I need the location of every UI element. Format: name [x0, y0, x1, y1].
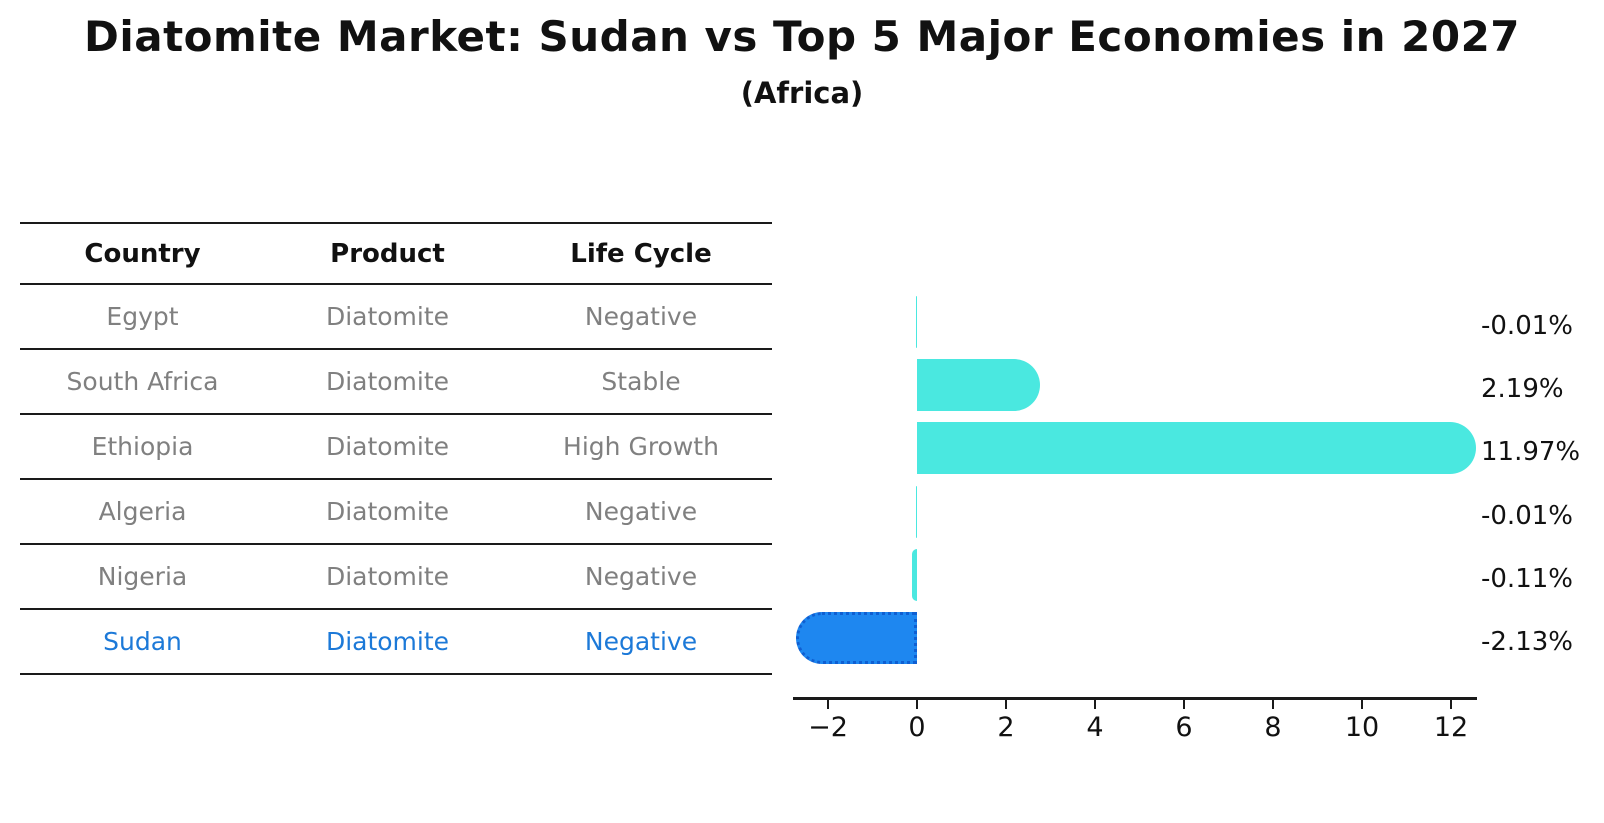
- value-label-south-africa: 2.19%: [1481, 374, 1564, 405]
- cell-country: South Africa: [66, 367, 219, 396]
- cell-country: Egypt: [106, 302, 179, 331]
- bar-egypt: [915, 296, 917, 348]
- page-title: Diatomite Market: Sudan vs Top 5 Major E…: [83, 12, 1521, 61]
- cell-country: Nigeria: [97, 562, 188, 591]
- column-header-product: Product: [330, 238, 445, 269]
- x-tick-label: 0: [908, 712, 926, 743]
- cell-product: Diatomite: [325, 627, 450, 656]
- cell-country: Ethiopia: [91, 432, 194, 461]
- column-header-country: Country: [84, 238, 201, 269]
- x-tick-label: 6: [1175, 712, 1193, 743]
- cell-product: Diatomite: [325, 432, 450, 461]
- x-tick-mark: [1272, 700, 1274, 709]
- bar-sudan: [796, 612, 917, 664]
- value-label-algeria: -0.01%: [1481, 500, 1573, 531]
- cell-life-cycle: Negative: [584, 562, 698, 591]
- table-row-egypt: Egypt Diatomite Negative: [20, 285, 772, 350]
- x-tick-label: 2: [997, 712, 1015, 743]
- x-tick-label: 10: [1344, 712, 1380, 743]
- cell-country: Algeria: [98, 497, 187, 526]
- table-row-sudan: Sudan Diatomite Negative: [20, 610, 772, 675]
- cell-country: Sudan: [103, 627, 182, 656]
- x-tick-mark: [916, 700, 918, 709]
- table-row-algeria: Algeria Diatomite Negative: [20, 480, 772, 545]
- table-row-ethiopia: Ethiopia Diatomite High Growth: [20, 415, 772, 480]
- value-label-ethiopia: 11.97%: [1481, 437, 1581, 468]
- x-tick-mark: [1450, 700, 1452, 709]
- cell-life-cycle: Negative: [584, 302, 698, 331]
- cell-life-cycle: Negative: [584, 627, 698, 656]
- column-header-life-cycle: Life Cycle: [570, 238, 712, 269]
- page-subtitle: (Africa): [740, 76, 864, 110]
- cell-product: Diatomite: [325, 497, 450, 526]
- data-table: Country Product Life Cycle Egypt Diatomi…: [20, 222, 772, 675]
- x-tick-label: −2: [808, 712, 848, 743]
- bar-chart: -0.01% 2.19% 11.97% -0.01% -0.11% -2.13%…: [793, 270, 1604, 760]
- table-header-row: Country Product Life Cycle: [20, 224, 772, 285]
- x-tick-mark: [1005, 700, 1007, 709]
- value-label-sudan: -2.13%: [1481, 627, 1573, 657]
- table-row-nigeria: Nigeria Diatomite Negative: [20, 545, 772, 610]
- x-tick-mark: [1094, 700, 1096, 709]
- cell-life-cycle: Negative: [584, 497, 698, 526]
- cell-life-cycle: High Growth: [563, 432, 719, 461]
- bar-nigeria: [912, 548, 917, 601]
- table-row-south-africa: South Africa Diatomite Stable: [20, 350, 772, 415]
- x-tick-mark: [1361, 700, 1363, 709]
- cell-product: Diatomite: [325, 302, 450, 331]
- x-tick-label: 12: [1433, 712, 1469, 743]
- value-label-egypt: -0.01%: [1481, 311, 1573, 341]
- x-tick-mark: [1183, 700, 1185, 709]
- x-tick-mark: [827, 700, 829, 709]
- cell-product: Diatomite: [325, 562, 450, 591]
- x-tick-label: 4: [1086, 712, 1104, 743]
- bar-algeria: [915, 485, 917, 538]
- value-label-nigeria: -0.11%: [1481, 563, 1573, 594]
- x-tick-label: 8: [1264, 712, 1282, 743]
- cell-product: Diatomite: [325, 367, 450, 396]
- bar-ethiopia: [917, 422, 1476, 475]
- x-axis: [793, 697, 1477, 700]
- bar-south-africa: [917, 359, 1041, 412]
- cell-life-cycle: Stable: [601, 367, 681, 396]
